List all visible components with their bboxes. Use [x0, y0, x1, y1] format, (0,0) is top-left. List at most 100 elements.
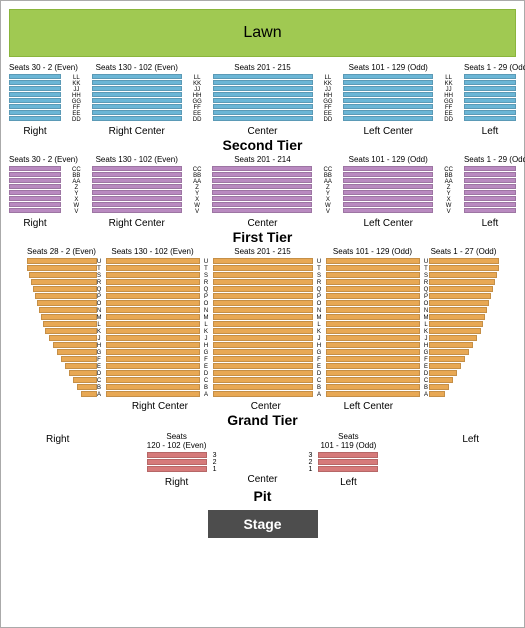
seat-row [464, 208, 516, 213]
row-labels-column: LLKKJJHHGGFFEEDD [192, 63, 201, 137]
row-labels-column: UTSRQPONMLKJHGFEDCBA [97, 247, 102, 399]
seat-range-label: Seats 30 - 2 (Even) [9, 155, 61, 164]
seat-row [92, 202, 182, 207]
seat-row [9, 172, 61, 177]
row-label: V [447, 209, 451, 215]
seat-row [212, 166, 312, 171]
seat-range-label: Seats 101 - 129 (Odd) [343, 63, 433, 72]
seat-row [464, 110, 516, 115]
grand-section-left-center[interactable]: Seats 101 - 129 (Odd) [326, 247, 420, 398]
section-label: Right Center [109, 218, 165, 229]
lawn-label: Lawn [243, 24, 281, 42]
seating-chart: Lawn Seats 30 - 2 (Even) Right LLKKJJHHGGF… [0, 0, 525, 628]
seat-row [92, 80, 182, 85]
seat-row [464, 98, 516, 103]
seat-row [343, 80, 433, 85]
seat-row [9, 104, 61, 109]
grand-section-center[interactable]: Seats 201 - 215 [213, 247, 313, 398]
section-right-center[interactable]: Seats 130 - 102 (Even)Right Center [92, 155, 182, 229]
section-center[interactable]: Seats 201 - 214 Center [212, 155, 312, 229]
grand-section-right[interactable]: Seats 28 - 2 (Even) [27, 247, 97, 398]
seat-row [343, 196, 433, 201]
seat-row [92, 172, 182, 177]
section-label: Left Center [363, 218, 412, 229]
seat-row [9, 190, 61, 195]
first-tier-row: Seats 30 - 2 (Even)Right CCBBAAZYXWV Seats… [9, 155, 516, 229]
section-right-center[interactable]: Seats 130 - 102 (Even)Right Center [92, 63, 182, 137]
seat-row [343, 98, 433, 103]
row-labels-column: UTSRQPONMLKJHGFEDCBA [317, 247, 322, 399]
row-label: DD [72, 117, 81, 123]
seat-range-label: Seats 101 - 129 (Odd) [343, 155, 433, 164]
seat-row [343, 184, 433, 189]
seat-row [212, 208, 312, 213]
stage-block: Stage [208, 510, 318, 538]
seat-row [92, 178, 182, 183]
seat-row [343, 202, 433, 207]
seat-row [212, 202, 312, 207]
seat-range-label: Seats 1 - 29 (Odd) [464, 155, 516, 164]
seat-row [9, 166, 61, 171]
seat-row [9, 98, 61, 103]
seat-row [9, 196, 61, 201]
seat-row [92, 86, 182, 91]
seat-row [213, 80, 313, 85]
seat-range-label: Seats 201 - 214 [212, 155, 312, 164]
seat-row [9, 178, 61, 183]
seat-row [9, 116, 61, 121]
seat-row [213, 86, 313, 91]
lawn-section[interactable]: Lawn [9, 9, 516, 57]
section-right[interactable]: Seats 30 - 2 (Even) Right [9, 63, 61, 137]
seat-row [343, 166, 433, 171]
seat-row [464, 116, 516, 121]
seat-row [464, 190, 516, 195]
section-left[interactable]: Seats 1 - 29 (Odd)Left [464, 155, 516, 229]
section-left[interactable]: Seats 1 - 29 (Odd) Left [464, 63, 516, 137]
row-label: DD [324, 117, 333, 123]
section-label: Right [23, 126, 46, 137]
row-labels-column: CCBBAAZYXWV [193, 155, 202, 229]
seat-row [464, 172, 516, 177]
seat-range-label: Seats 1 - 29 (Odd) [464, 63, 516, 72]
grand-right-center-name: Right Center [132, 401, 188, 412]
section-center[interactable]: Seats 201 - 215Center [213, 63, 313, 137]
row-label: DD [444, 117, 453, 123]
section-label: Left Center [364, 126, 413, 137]
grand-left-center-name: Left Center [344, 401, 393, 412]
seat-row [212, 172, 312, 177]
seat-row [343, 178, 433, 183]
grand-section-left[interactable]: Seats 1 - 27 (Odd) [429, 247, 499, 398]
seat-row [343, 116, 433, 121]
seat-row [212, 196, 312, 201]
row-labels-column: CCBBAAZYXWV [324, 155, 333, 229]
seat-row [464, 178, 516, 183]
row-labels-column: UTSRQPONMLKJHGFEDCBA [204, 247, 209, 399]
grand-section-right-center[interactable]: Seats 130 - 102 (Even) [106, 247, 200, 398]
row-label: V [326, 209, 330, 215]
seat-row [464, 86, 516, 91]
section-left-center[interactable]: Seats 101 - 129 (Odd) Left Center [343, 63, 433, 137]
second-tier-name: Second Tier [9, 137, 516, 153]
row-labels-column: CCBBAAZYXWV [72, 155, 81, 229]
section-right[interactable]: Seats 30 - 2 (Even)Right [9, 155, 61, 229]
seat-row [92, 104, 182, 109]
seat-range-label: Seats 130 - 102 (Even) [92, 63, 182, 72]
seat-row [464, 196, 516, 201]
seat-row [92, 110, 182, 115]
pit-section-left[interactable]: Seats 101 - 119 (Odd)Left [318, 432, 378, 488]
seat-row [464, 166, 516, 171]
grand-right-name: Right [46, 434, 69, 445]
section-label: Left [482, 126, 499, 137]
seat-row [343, 208, 433, 213]
seat-row [92, 190, 182, 195]
section-label: Center [247, 218, 277, 229]
seat-row [212, 190, 312, 195]
row-labels-column: LLKKJJHHGGFFEEDD [444, 63, 453, 137]
seat-row [343, 172, 433, 177]
pit-section-right[interactable]: Seats 120 - 102 (Even)Right [147, 432, 207, 488]
seat-row [9, 184, 61, 189]
seat-row [9, 74, 61, 79]
grand-center-name: Center [251, 401, 281, 412]
section-left-center[interactable]: Seats 101 - 129 (Odd) Left Center [343, 155, 433, 229]
seat-range-label: Seats 30 - 2 (Even) [9, 63, 61, 72]
